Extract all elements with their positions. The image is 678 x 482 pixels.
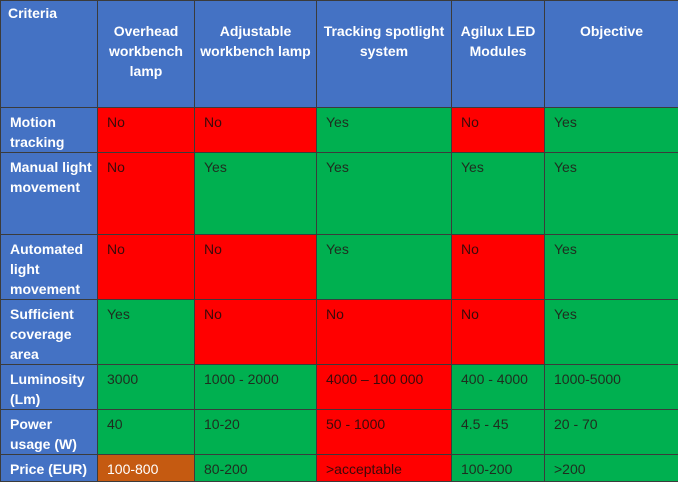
row-sufficient-coverage-area: Sufficient coverage area Yes No No No Ye…	[1, 300, 678, 365]
row-price: Price (EUR) 100-800 80-200 >acceptable 1…	[1, 455, 678, 482]
row-label: Sufficient coverage area	[1, 300, 98, 365]
cell: Yes	[317, 108, 452, 153]
row-luminosity: Luminosity (Lm) 3000 1000 - 2000 4000 – …	[1, 365, 678, 410]
cell: No	[98, 108, 195, 153]
cell: No	[195, 300, 317, 365]
cell: 4000 – 100 000	[317, 365, 452, 410]
header-overhead-workbench-lamp: Overhead workbench lamp	[98, 1, 195, 108]
cell: Yes	[317, 153, 452, 235]
row-label: Price (EUR)	[1, 455, 98, 482]
cell: >200	[545, 455, 678, 482]
cell: 50 - 1000	[317, 410, 452, 455]
row-motion-tracking: Motion tracking No No Yes No Yes	[1, 108, 678, 153]
cell: Yes	[545, 153, 678, 235]
cell: Yes	[452, 153, 545, 235]
cell: No	[452, 235, 545, 300]
cell: 100-200	[452, 455, 545, 482]
cell: 10-20	[195, 410, 317, 455]
cell: 80-200	[195, 455, 317, 482]
cell: 400 - 4000	[452, 365, 545, 410]
cell: No	[195, 235, 317, 300]
cell: 3000	[98, 365, 195, 410]
cell: No	[452, 300, 545, 365]
cell: Yes	[545, 300, 678, 365]
header-row: Criteria Overhead workbench lamp Adjusta…	[1, 1, 678, 108]
cell: Yes	[317, 235, 452, 300]
header-tracking-spotlight-system: Tracking spotlight system	[317, 1, 452, 108]
cell: 4.5 - 45	[452, 410, 545, 455]
row-label: Automated light movement	[1, 235, 98, 300]
row-manual-light-movement: Manual light movement No Yes Yes Yes Yes	[1, 153, 678, 235]
cell: No	[98, 235, 195, 300]
cell: 100-800	[98, 455, 195, 482]
cell: 1000 - 2000	[195, 365, 317, 410]
cell: Yes	[545, 108, 678, 153]
cell: Yes	[195, 153, 317, 235]
row-label: Luminosity (Lm)	[1, 365, 98, 410]
row-label: Power usage (W)	[1, 410, 98, 455]
cell: Yes	[98, 300, 195, 365]
row-label: Manual light movement	[1, 153, 98, 235]
header-objective: Objective	[545, 1, 678, 108]
row-power-usage: Power usage (W) 40 10-20 50 - 1000 4.5 -…	[1, 410, 678, 455]
row-label: Motion tracking	[1, 108, 98, 153]
cell: >acceptable	[317, 455, 452, 482]
header-agilux-led-modules: Agilux LED Modules	[452, 1, 545, 108]
cell: No	[98, 153, 195, 235]
cell: No	[452, 108, 545, 153]
cell: 40	[98, 410, 195, 455]
cell: 1000-5000	[545, 365, 678, 410]
cell: Yes	[545, 235, 678, 300]
header-criteria: Criteria	[1, 1, 98, 108]
row-automated-light-movement: Automated light movement No No Yes No Ye…	[1, 235, 678, 300]
cell: No	[195, 108, 317, 153]
header-adjustable-workbench-lamp: Adjustable workbench lamp	[195, 1, 317, 108]
cell: 20 - 70	[545, 410, 678, 455]
cell: No	[317, 300, 452, 365]
